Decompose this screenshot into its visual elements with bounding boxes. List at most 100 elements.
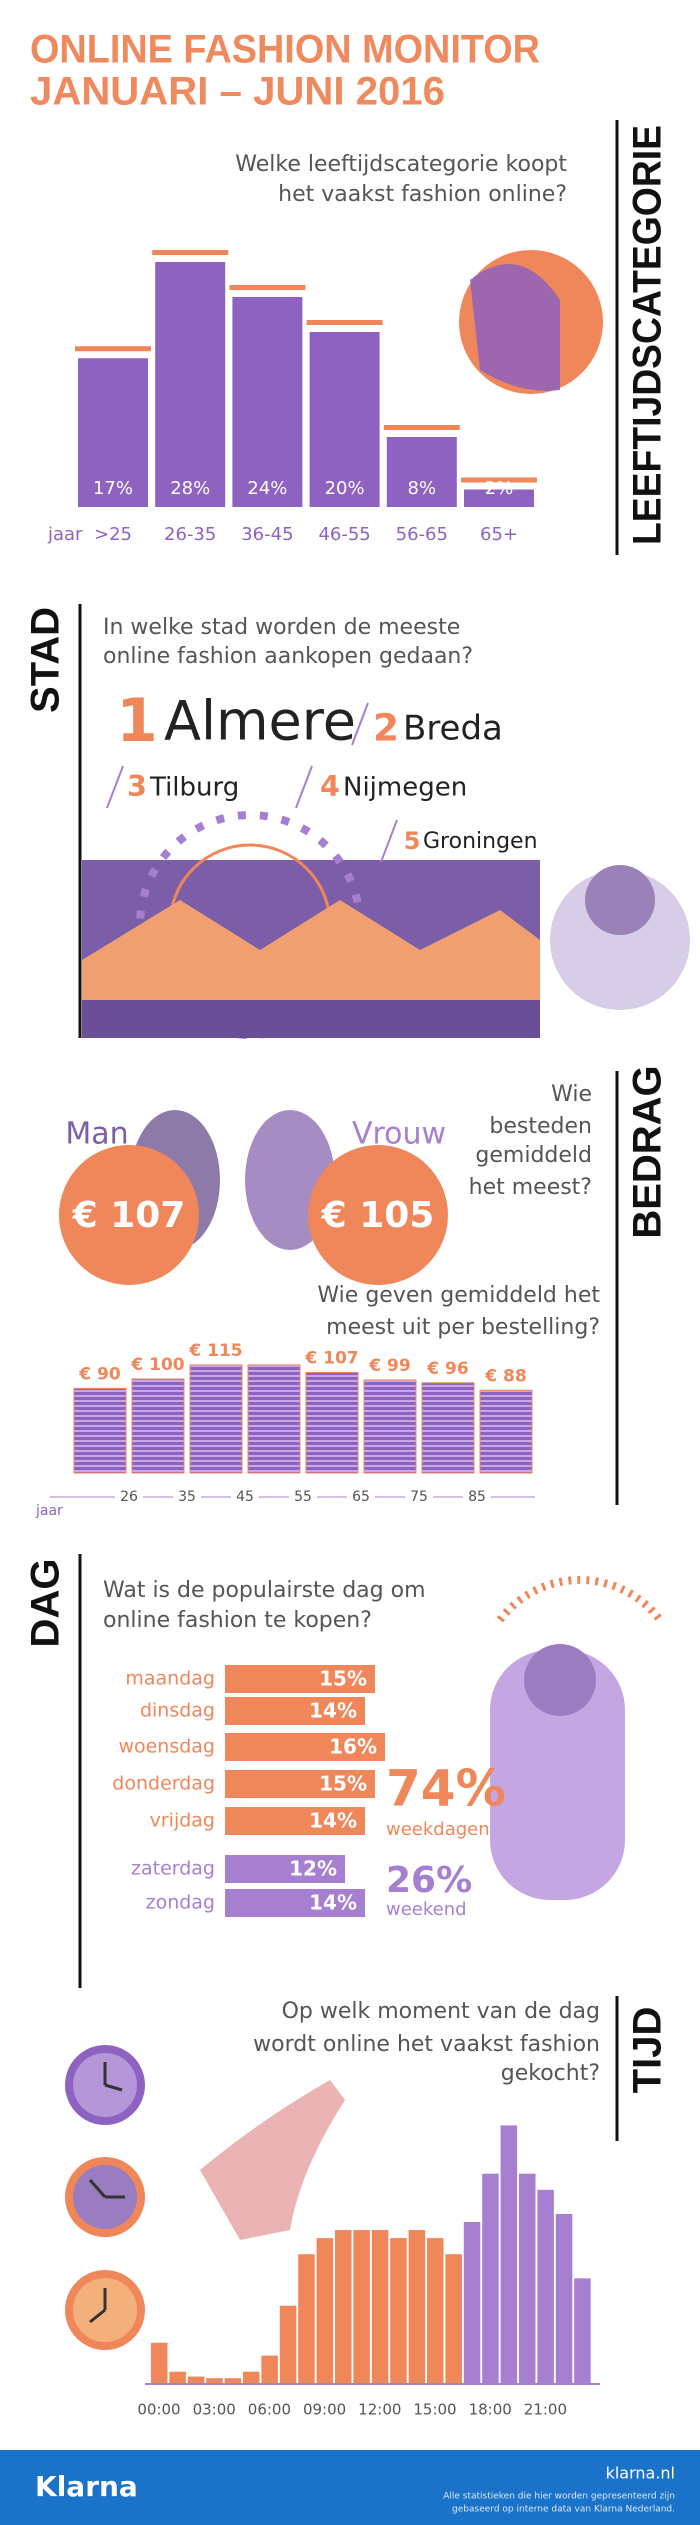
x-tick-label: 12:00 bbox=[358, 2401, 401, 2419]
coin-stack bbox=[479, 1389, 533, 1474]
orange-cap bbox=[152, 250, 229, 255]
photo bbox=[585, 865, 655, 935]
coin-stack bbox=[189, 1364, 243, 1474]
x-tick-label: 56-65 bbox=[396, 524, 448, 545]
value-label: 14% bbox=[309, 1891, 357, 1915]
photo bbox=[200, 2080, 345, 2240]
bar bbox=[316, 2238, 334, 2383]
bar bbox=[574, 2278, 591, 2383]
orange-cap bbox=[75, 346, 151, 352]
section-label: TIJD bbox=[626, 2007, 670, 2094]
bar bbox=[500, 2125, 518, 2383]
value-label: 28% bbox=[170, 478, 210, 499]
note: Alle statistieken die hier worden gepres… bbox=[443, 2492, 675, 2502]
value-label: € 99 bbox=[368, 1356, 410, 1376]
bar bbox=[353, 2230, 370, 2383]
bar bbox=[225, 1807, 365, 1835]
bar bbox=[408, 2230, 426, 2383]
tick-bg bbox=[173, 1488, 201, 1506]
section-label: DAG bbox=[24, 1559, 68, 1648]
tick-bg bbox=[231, 1488, 259, 1506]
question: Wie bbox=[551, 1082, 592, 1107]
x-tick-label: 65 bbox=[352, 1489, 370, 1505]
question: online fashion te kopen? bbox=[103, 1608, 372, 1633]
summary-share: 74% bbox=[386, 1760, 506, 1818]
bar bbox=[224, 2378, 242, 2383]
bar bbox=[225, 1889, 365, 1917]
subtitle: JANUARI – JUNI 2016 bbox=[30, 70, 445, 114]
bar bbox=[519, 2173, 536, 2383]
value-label: € 90 bbox=[78, 1364, 121, 1384]
section-label: BEDRAG bbox=[626, 1065, 670, 1238]
person-label: Vrouw bbox=[352, 1117, 446, 1152]
rank: 1 bbox=[116, 687, 157, 756]
value-label: € 96 bbox=[426, 1359, 468, 1379]
x-tick-label: 45 bbox=[236, 1489, 254, 1505]
question: Wie geven gemiddeld het bbox=[317, 1283, 600, 1308]
city-name: Almere bbox=[164, 690, 356, 753]
x-tick-label: 06:00 bbox=[248, 2401, 291, 2419]
coin-stack bbox=[131, 1378, 185, 1474]
value-label: 12% bbox=[289, 1857, 337, 1881]
coin-stack bbox=[363, 1379, 417, 1474]
coin-stack bbox=[247, 1364, 301, 1474]
question: wordt online het vaakst fashion bbox=[253, 2032, 600, 2057]
x-tick-label: 26 bbox=[120, 1489, 138, 1505]
section-label: LEEFTIJDSCATEGORIE bbox=[626, 125, 670, 545]
question: Op welk moment van de dag bbox=[282, 1999, 600, 2024]
bar bbox=[169, 2371, 186, 2383]
tick-bg bbox=[347, 1488, 375, 1506]
orange-cap bbox=[461, 477, 537, 483]
axis-label: jaar bbox=[47, 524, 83, 545]
orange-cap bbox=[383, 425, 460, 430]
rank: 2 bbox=[373, 706, 399, 750]
value-label: 15% bbox=[319, 1772, 367, 1796]
coin-stack bbox=[73, 1387, 127, 1474]
bar bbox=[78, 358, 148, 507]
bar bbox=[151, 2342, 168, 2383]
day-name: zondag bbox=[146, 1892, 215, 1914]
rank: 3 bbox=[127, 769, 147, 803]
x-tick-label: 55 bbox=[294, 1489, 312, 1505]
question: besteden bbox=[489, 1114, 592, 1139]
question: Wat is de populairste dag om bbox=[103, 1578, 426, 1603]
divider bbox=[380, 819, 398, 863]
orange-cap bbox=[306, 320, 383, 325]
section-label: STAD bbox=[24, 607, 68, 713]
value-label: 17% bbox=[93, 478, 133, 499]
x-tick-label: 35 bbox=[178, 1489, 196, 1505]
x-tick-label: 26-35 bbox=[164, 524, 216, 545]
x-tick-label: 21:00 bbox=[524, 2401, 567, 2419]
clock-hands bbox=[89, 2288, 107, 2324]
x-tick-label: 36-45 bbox=[241, 524, 293, 545]
coin-stack bbox=[305, 1371, 359, 1474]
bar bbox=[464, 489, 534, 507]
rank: 4 bbox=[320, 769, 340, 803]
day-name: donderdag bbox=[112, 1773, 215, 1795]
bar bbox=[427, 2238, 444, 2383]
question: meest uit per bestelling? bbox=[326, 1315, 600, 1340]
summary-text: weekend bbox=[386, 1899, 467, 1920]
amount: € 105 bbox=[321, 1195, 435, 1236]
city-name: Tilburg bbox=[149, 773, 239, 803]
x-tick-label: 65+ bbox=[480, 524, 518, 545]
question: In welke stad worden de meeste bbox=[103, 615, 460, 640]
bar bbox=[309, 332, 380, 507]
photo bbox=[490, 1650, 625, 1900]
x-tick-label: 18:00 bbox=[469, 2401, 512, 2419]
bar bbox=[555, 2213, 573, 2383]
value-label: 15% bbox=[319, 1667, 367, 1691]
bar bbox=[225, 1697, 365, 1725]
day-name: vrijdag bbox=[150, 1810, 215, 1832]
site: klarna.nl bbox=[606, 2464, 675, 2483]
bar bbox=[225, 1770, 375, 1798]
bar bbox=[445, 2254, 462, 2383]
x-tick-label: 85 bbox=[468, 1489, 486, 1505]
axis-label: jaar bbox=[35, 1503, 63, 1519]
bar bbox=[386, 437, 457, 507]
question: gemiddeld bbox=[475, 1143, 592, 1168]
x-tick-label: 03:00 bbox=[193, 2401, 236, 2419]
bar bbox=[390, 2238, 407, 2383]
photo bbox=[470, 264, 560, 391]
bar bbox=[155, 262, 226, 507]
